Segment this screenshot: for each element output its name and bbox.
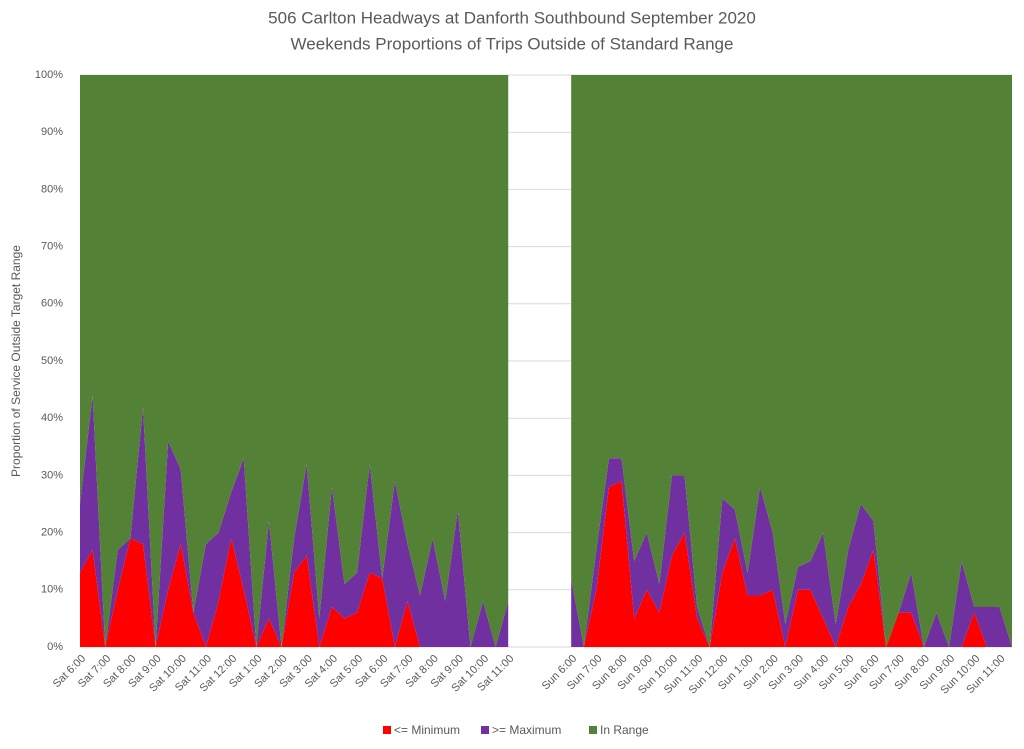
y-tick-label: 0%: [47, 641, 63, 653]
area: [80, 395, 509, 647]
legend-swatch: [383, 726, 391, 734]
y-tick-label: 70%: [41, 241, 63, 253]
legend-swatch: [589, 726, 597, 734]
chart-title: 506 Carlton Headways at Danforth Southbo…: [268, 8, 756, 27]
y-tick-label: 20%: [41, 527, 63, 539]
y-axis-title: Proportion of Service Outside Target Ran…: [9, 245, 23, 477]
y-tick-label: 100%: [35, 69, 63, 81]
area: [571, 458, 1012, 647]
y-tick-label: 60%: [41, 298, 63, 310]
legend-label: <= Minimum: [394, 723, 460, 737]
y-tick-label: 50%: [41, 355, 63, 367]
area: [571, 481, 1012, 647]
y-tick-label: 30%: [41, 469, 63, 481]
legend-label: In Range: [600, 723, 649, 737]
chart-subtitle: Weekends Proportions of Trips Outside of…: [291, 34, 734, 53]
area: [80, 538, 509, 647]
y-tick-label: 90%: [41, 126, 63, 138]
y-tick-label: 80%: [41, 183, 63, 195]
y-tick-label: 10%: [41, 584, 63, 596]
legend-label: >= Maximum: [492, 723, 561, 737]
legend-swatch: [481, 726, 489, 734]
area: [80, 75, 509, 647]
y-tick-label: 40%: [41, 412, 63, 424]
area: [571, 75, 1012, 647]
